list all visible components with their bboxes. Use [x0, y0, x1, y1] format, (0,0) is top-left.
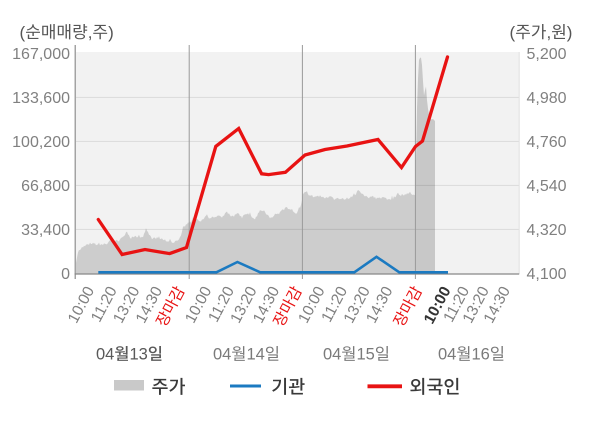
svg-text:04: 04: [96, 346, 114, 364]
svg-text:4,980: 4,980: [527, 90, 567, 107]
svg-text:133,600: 133,600: [12, 90, 70, 107]
svg-text:167,000: 167,000: [12, 46, 70, 63]
svg-text:04: 04: [213, 346, 231, 364]
svg-text:0: 0: [61, 266, 70, 283]
svg-text:(: (: [20, 23, 26, 42]
svg-text:5,200: 5,200: [527, 46, 567, 63]
svg-text:,: ,: [88, 23, 93, 42]
svg-text:(: (: [510, 23, 516, 42]
svg-text:4,760: 4,760: [527, 134, 567, 151]
svg-text:04: 04: [323, 346, 341, 364]
svg-text:4,320: 4,320: [527, 222, 567, 239]
svg-text:13: 13: [130, 346, 148, 364]
svg-text:14: 14: [247, 346, 265, 364]
svg-text:66,800: 66,800: [21, 178, 70, 195]
svg-text:100,200: 100,200: [12, 134, 70, 151]
svg-text:16: 16: [472, 346, 490, 364]
svg-text:): ): [567, 23, 573, 42]
svg-text:33,400: 33,400: [21, 222, 70, 239]
svg-text:4,540: 4,540: [527, 178, 567, 195]
svg-text:): ): [108, 23, 114, 42]
svg-text:,: ,: [547, 23, 552, 42]
svg-text:04: 04: [438, 346, 456, 364]
svg-text:15: 15: [357, 346, 375, 364]
svg-text:4,100: 4,100: [527, 266, 567, 283]
